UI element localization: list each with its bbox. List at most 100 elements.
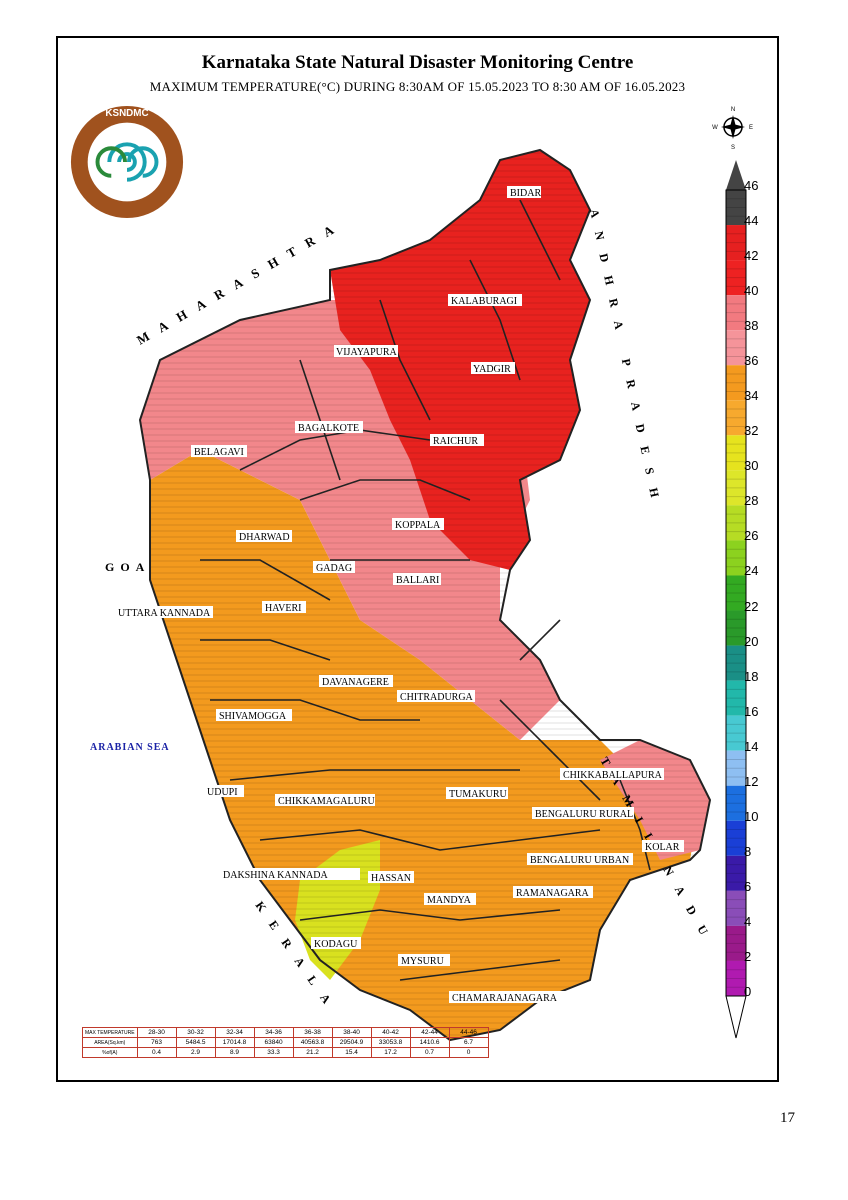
svg-text:MANDYA: MANDYA <box>427 895 472 906</box>
cell: 8.9 <box>214 1047 255 1058</box>
district-label-udupi: UDUPI <box>204 785 244 798</box>
svg-text:KALABURAGI: KALABURAGI <box>451 296 517 307</box>
ksndmc-logo-icon: KSNDMC <box>70 105 184 219</box>
district-labels: BIDAR KALABURAGI VIJAYAPURA YADGIR BAGAL… <box>115 186 684 1004</box>
svg-text:BENGALURU RURAL: BENGALURU RURAL <box>535 809 633 820</box>
district-label-dakshina-kannada: DAKSHINA KANNADA <box>220 868 360 881</box>
col-header: 30-32 <box>175 1027 216 1038</box>
cell: 17.2 <box>370 1047 411 1058</box>
legend-band <box>726 505 746 541</box>
legend-band <box>726 960 746 996</box>
page-subtitle: MAXIMUM TEMPERATURE(°C) DURING 8:30AM OF… <box>149 79 686 94</box>
row-header: MAX TEMPERATURE <box>82 1027 138 1038</box>
table-row: %of(A) 0.4 2.9 8.9 33.3 21.2 15.4 17.2 0… <box>82 1047 489 1058</box>
legend-tick-label: 38 <box>744 318 759 334</box>
legend-tick-label: 34 <box>744 388 759 404</box>
svg-text:KOLAR: KOLAR <box>645 842 680 853</box>
district-label-bagalkote: BAGALKOTE <box>295 421 363 434</box>
legend-band <box>726 225 746 261</box>
district-label-bidar: BIDAR <box>507 186 541 199</box>
svg-text:DHARWAD: DHARWAD <box>239 532 290 543</box>
legend-band <box>726 890 746 926</box>
district-label-belagavi: BELAGAVI <box>191 445 247 458</box>
col-header: 36-38 <box>292 1027 333 1038</box>
arabian-sea-label: ARABIAN SEA <box>90 742 170 753</box>
district-label-shivamogga: SHIVAMOGGA <box>216 709 292 722</box>
district-label-bengaluru-rural: BENGALURU RURAL <box>532 807 634 820</box>
district-label-davanagere: DAVANAGERE <box>319 675 393 688</box>
legend-tick-label: 20 <box>744 633 759 649</box>
col-header: 44-46 <box>448 1027 489 1038</box>
district-label-kodagu: KODAGU <box>311 937 361 950</box>
col-header: 42-44 <box>409 1027 450 1038</box>
cell: 0.4 <box>136 1047 177 1058</box>
district-label-chikkamagaluru: CHIKKAMAGALURU <box>275 794 375 807</box>
compass-w: W <box>712 125 718 131</box>
svg-text:UTTARA KANNADA: UTTARA KANNADA <box>118 608 211 619</box>
cell: 763 <box>136 1037 177 1048</box>
karnataka-map: ARABIAN SEA MAHARASHTRA GOA KERALA ANDHR… <box>90 148 718 1042</box>
temperature-legend <box>725 160 747 1039</box>
col-header: 40-42 <box>370 1027 411 1038</box>
legend-tick-label: 0 <box>744 984 752 999</box>
district-label-hassan: HASSAN <box>368 871 414 884</box>
district-label-chitradurga: CHITRADURGA <box>397 690 475 703</box>
legend-band <box>726 400 746 436</box>
svg-text:KOPPALA: KOPPALA <box>395 520 441 531</box>
goa-label: GOA <box>105 560 150 574</box>
svg-text:CHIKKAMAGALURU: CHIKKAMAGALURU <box>278 796 375 807</box>
page-title: Karnataka State Natural Disaster Monitor… <box>201 52 634 73</box>
legend-band <box>726 785 746 821</box>
legend-tick-label: 6 <box>744 878 752 894</box>
district-label-ballari: BALLARI <box>393 573 441 586</box>
svg-text:BENGALURU URBAN: BENGALURU URBAN <box>530 855 629 866</box>
svg-text:YADGIR: YADGIR <box>473 364 511 375</box>
cell: 63840 <box>253 1037 294 1048</box>
page-number: 17 <box>780 1110 795 1126</box>
legend-tick-label: 32 <box>744 423 759 439</box>
svg-text:KODAGU: KODAGU <box>314 939 358 950</box>
svg-text:HAVERI: HAVERI <box>265 603 301 614</box>
legend-band <box>726 820 746 856</box>
district-label-yadgir: YADGIR <box>471 362 515 375</box>
svg-text:RAMANAGARA: RAMANAGARA <box>516 888 590 899</box>
logo-text: KSNDMC <box>105 108 148 119</box>
col-header: 38-40 <box>331 1027 372 1038</box>
district-label-dharwad: DHARWAD <box>236 530 292 543</box>
legend-band <box>726 190 746 226</box>
legend-band <box>726 540 746 576</box>
legend-tick-label: 8 <box>744 843 752 859</box>
legend-band <box>726 330 746 366</box>
svg-text:CHAMARAJANAGARA: CHAMARAJANAGARA <box>452 993 558 1004</box>
svg-text:BAGALKOTE: BAGALKOTE <box>298 423 359 434</box>
cell: 5484.5 <box>175 1037 216 1048</box>
legend-band <box>726 925 746 961</box>
legend-band <box>726 855 746 891</box>
cell: 17014.8 <box>214 1037 255 1048</box>
legend-tick-label: 30 <box>744 458 759 474</box>
row-header: AREA(Sq.km) <box>82 1037 138 1048</box>
compass-s: S <box>731 145 735 151</box>
andhra-pradesh-label: ANDHRA PRADESH <box>587 208 665 513</box>
legend-tick-label: 10 <box>744 808 759 824</box>
district-label-mysuru: MYSURU <box>398 954 450 967</box>
district-label-vijayapura: VIJAYAPURA <box>334 345 398 358</box>
col-header: 34-36 <box>253 1027 294 1038</box>
svg-text:DAVANAGERE: DAVANAGERE <box>322 677 389 688</box>
district-label-ramanagara: RAMANAGARA <box>513 886 593 899</box>
district-label-kalaburagi: KALABURAGI <box>448 294 522 307</box>
district-label-gadag: GADAG <box>313 561 355 574</box>
district-label-koppala: KOPPALA <box>392 518 444 531</box>
legend-tick-label: 42 <box>744 248 759 264</box>
cell: 0.7 <box>409 1047 450 1058</box>
district-label-uttara-kannada: UTTARA KANNADA <box>115 606 213 619</box>
legend-tick-label: 22 <box>744 598 759 614</box>
district-label-chamarajanagara: CHAMARAJANAGARA <box>449 991 571 1004</box>
legend-tick-label: 36 <box>744 353 759 369</box>
svg-text:UDUPI: UDUPI <box>207 787 238 798</box>
table-row: MAX TEMPERATURE 28-30 30-32 32-34 34-36 … <box>82 1027 489 1038</box>
legend-band <box>726 470 746 506</box>
district-label-kolar: KOLAR <box>642 840 684 853</box>
legend-band <box>726 575 746 611</box>
legend-top-arrow <box>726 160 746 190</box>
